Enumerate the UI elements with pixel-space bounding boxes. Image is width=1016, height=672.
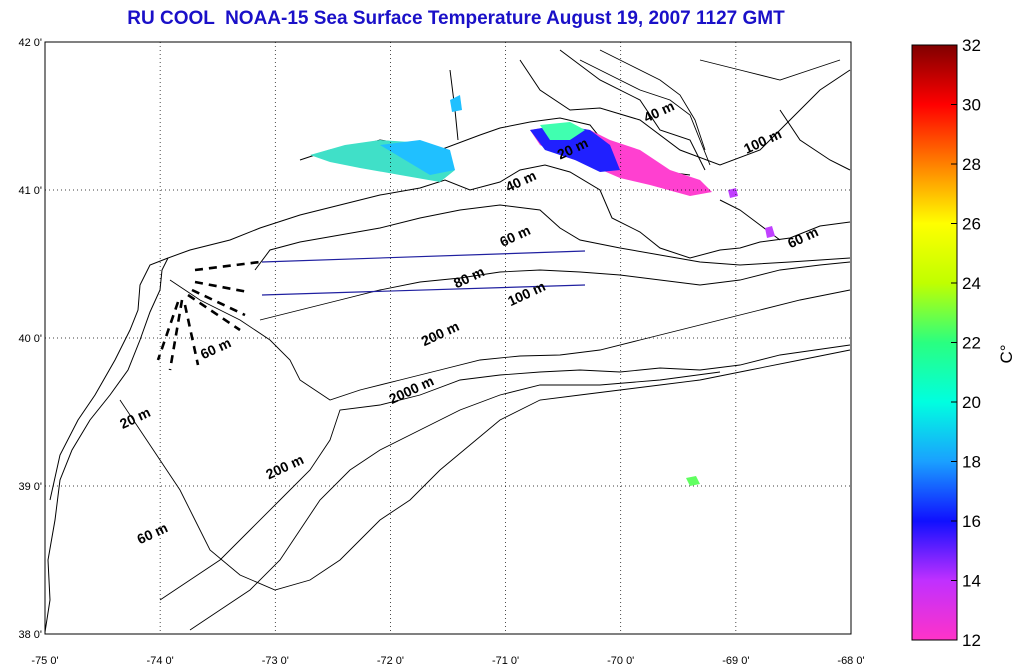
longitude-tick-label: -75 0' xyxy=(31,655,58,667)
colorbar-tick-label: 12 xyxy=(962,631,981,650)
colorbar-tick-label: 30 xyxy=(962,96,981,115)
colorbar-tick-label: 26 xyxy=(962,215,981,234)
longitude-ticks: -75 0' -74 0' -73 0' -72 0' -71 0' -70 0' -69 … xyxy=(31,655,864,667)
map-frame xyxy=(44,41,852,635)
longitude-tick-label: -72 0' xyxy=(377,655,404,667)
colorbar-tick-label: 14 xyxy=(962,572,981,591)
sst-swaths xyxy=(310,95,775,486)
longitude-tick-label: -71 0' xyxy=(492,655,519,667)
colorbar-tick-label: 28 xyxy=(962,155,981,174)
longitude-tick-label: -73 0' xyxy=(262,655,289,667)
latitude-tick-label: 42 0' xyxy=(18,37,42,49)
colorbar-tick-label: 16 xyxy=(962,512,981,531)
dashed-transects xyxy=(156,260,261,371)
colorbar-gradient xyxy=(911,44,958,641)
latitude-tick-label: 41 0' xyxy=(18,185,42,197)
latitude-ticks: 42 0' 41 0' 40 0' 39 0' 38 0' xyxy=(18,37,42,641)
colorbar-tick-label: 22 xyxy=(962,334,981,353)
latitude-tick-label: 39 0' xyxy=(18,481,42,493)
colorbar-label: C° xyxy=(997,344,1016,363)
colorbar-tick-label: 18 xyxy=(962,453,981,472)
transect-lines xyxy=(261,250,586,296)
longitude-tick-label: -69 0' xyxy=(722,655,749,667)
isobaths xyxy=(119,49,851,631)
colorbar-tick-label: 24 xyxy=(962,274,981,293)
lat-lon-grid xyxy=(45,42,851,634)
longitude-tick-label: -68 0' xyxy=(837,655,864,667)
colorbar-tick-label: 20 xyxy=(962,393,981,412)
colorbar-ticks: 32 30 28 26 24 22 20 18 16 14 12 xyxy=(951,36,981,650)
latitude-tick-label: 38 0' xyxy=(18,629,42,641)
map-title: RU COOL NOAA-15 Sea Surface Temperature … xyxy=(127,8,785,29)
latitude-tick-label: 40 0' xyxy=(18,333,42,345)
longitude-tick-label: -74 0' xyxy=(147,655,174,667)
colorbar-tick-label: 32 xyxy=(962,36,981,55)
longitude-tick-label: -70 0' xyxy=(607,655,634,667)
